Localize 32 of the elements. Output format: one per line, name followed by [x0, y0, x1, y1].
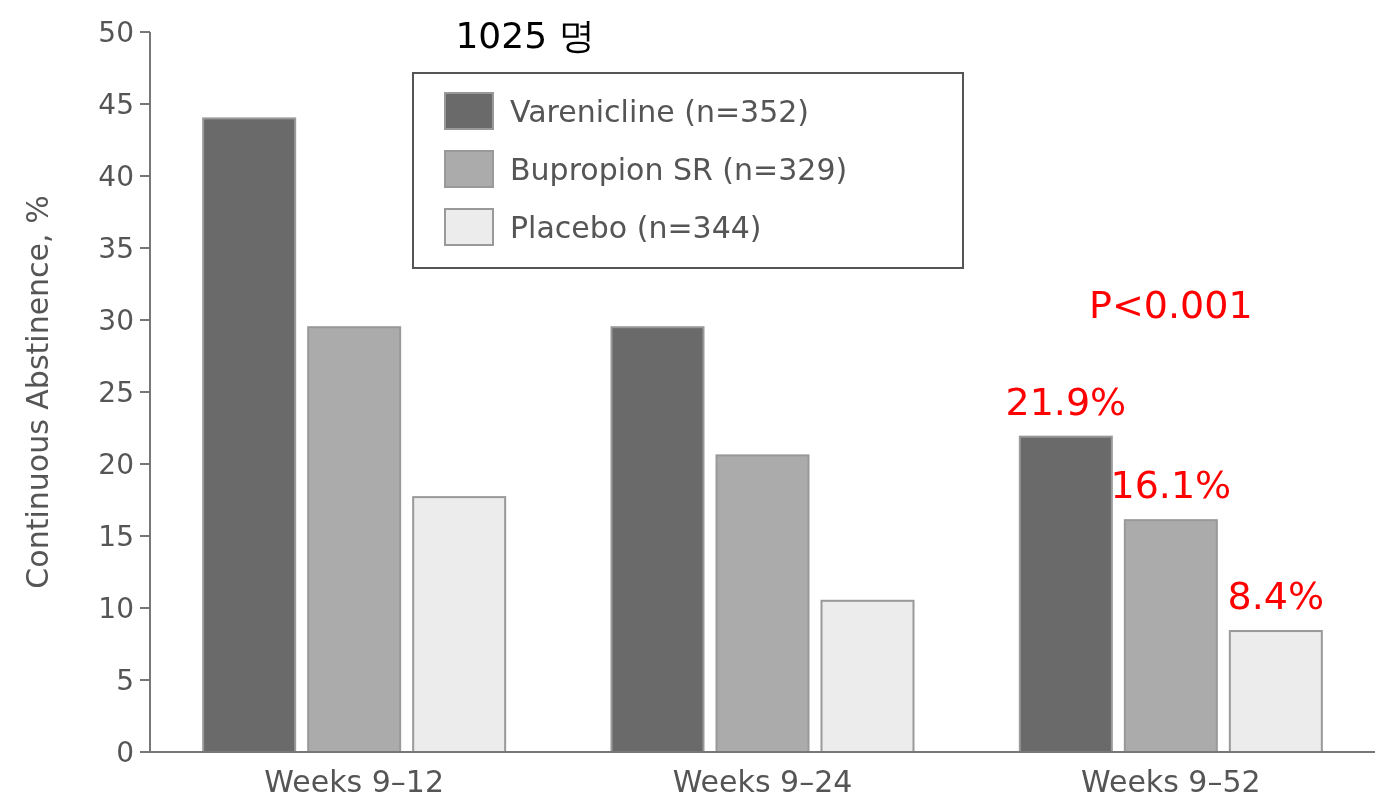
y-tick-label: 15 [98, 520, 134, 553]
data-label: 21.9% [1005, 379, 1127, 424]
bar [1018, 435, 1113, 753]
legend-label: Placebo (n=344) [510, 210, 762, 245]
bar [202, 117, 297, 753]
annotation: 1025 명 [455, 15, 595, 56]
y-tick-label: 0 [116, 736, 134, 769]
y-axis-title: Continuous Abstinence, % [20, 195, 55, 589]
bar [610, 326, 705, 753]
x-tick-label: Weeks 9–24 [672, 764, 853, 796]
data-label: 8.4% [1227, 574, 1325, 619]
data-label: 16.1% [1110, 463, 1232, 508]
y-tick-label: 45 [98, 88, 134, 121]
y-tick-label: 10 [98, 592, 134, 625]
bar [820, 599, 915, 753]
y-tick-label: 25 [98, 376, 134, 409]
y-tick-label: 35 [98, 232, 134, 265]
bar [1123, 519, 1218, 753]
bar [307, 326, 402, 753]
bar [715, 454, 810, 753]
annotation: P<0.001 [1089, 283, 1253, 327]
y-tick-label: 20 [98, 448, 134, 481]
x-tick-label: Weeks 9–12 [264, 764, 444, 796]
y-tick-label: 40 [98, 160, 134, 193]
y-tick-label: 5 [116, 664, 134, 697]
legend-label: Varenicline (n=352) [510, 94, 810, 129]
legend-label: Bupropion SR (n=329) [510, 152, 848, 187]
bar [412, 496, 507, 753]
x-tick-label: Weeks 9–52 [1081, 764, 1261, 796]
y-tick-label: 50 [98, 16, 134, 49]
y-tick-label: 30 [98, 304, 134, 337]
bar [1228, 630, 1323, 753]
